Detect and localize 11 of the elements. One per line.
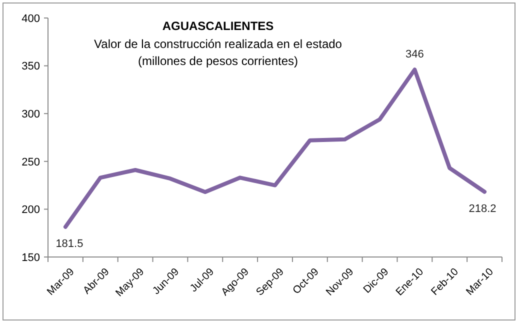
text: Valor de la construcción realizada en el estado (millones de pesos corrientes) bbox=[94, 37, 342, 68]
data-label: 346 bbox=[406, 48, 424, 61]
chart-title: AGUASCALIENTES bbox=[162, 19, 274, 33]
data-label: 218.2 bbox=[468, 202, 496, 215]
y-tick-label: 150 bbox=[22, 252, 40, 264]
y-tick-label: 300 bbox=[22, 108, 40, 120]
y-tick-label: 350 bbox=[22, 60, 40, 73]
y-tick-label: 400 bbox=[22, 12, 40, 25]
y-tick-label: 200 bbox=[22, 204, 40, 216]
data-label: 181.5 bbox=[56, 238, 84, 250]
y-tick-label: 250 bbox=[22, 156, 40, 168]
